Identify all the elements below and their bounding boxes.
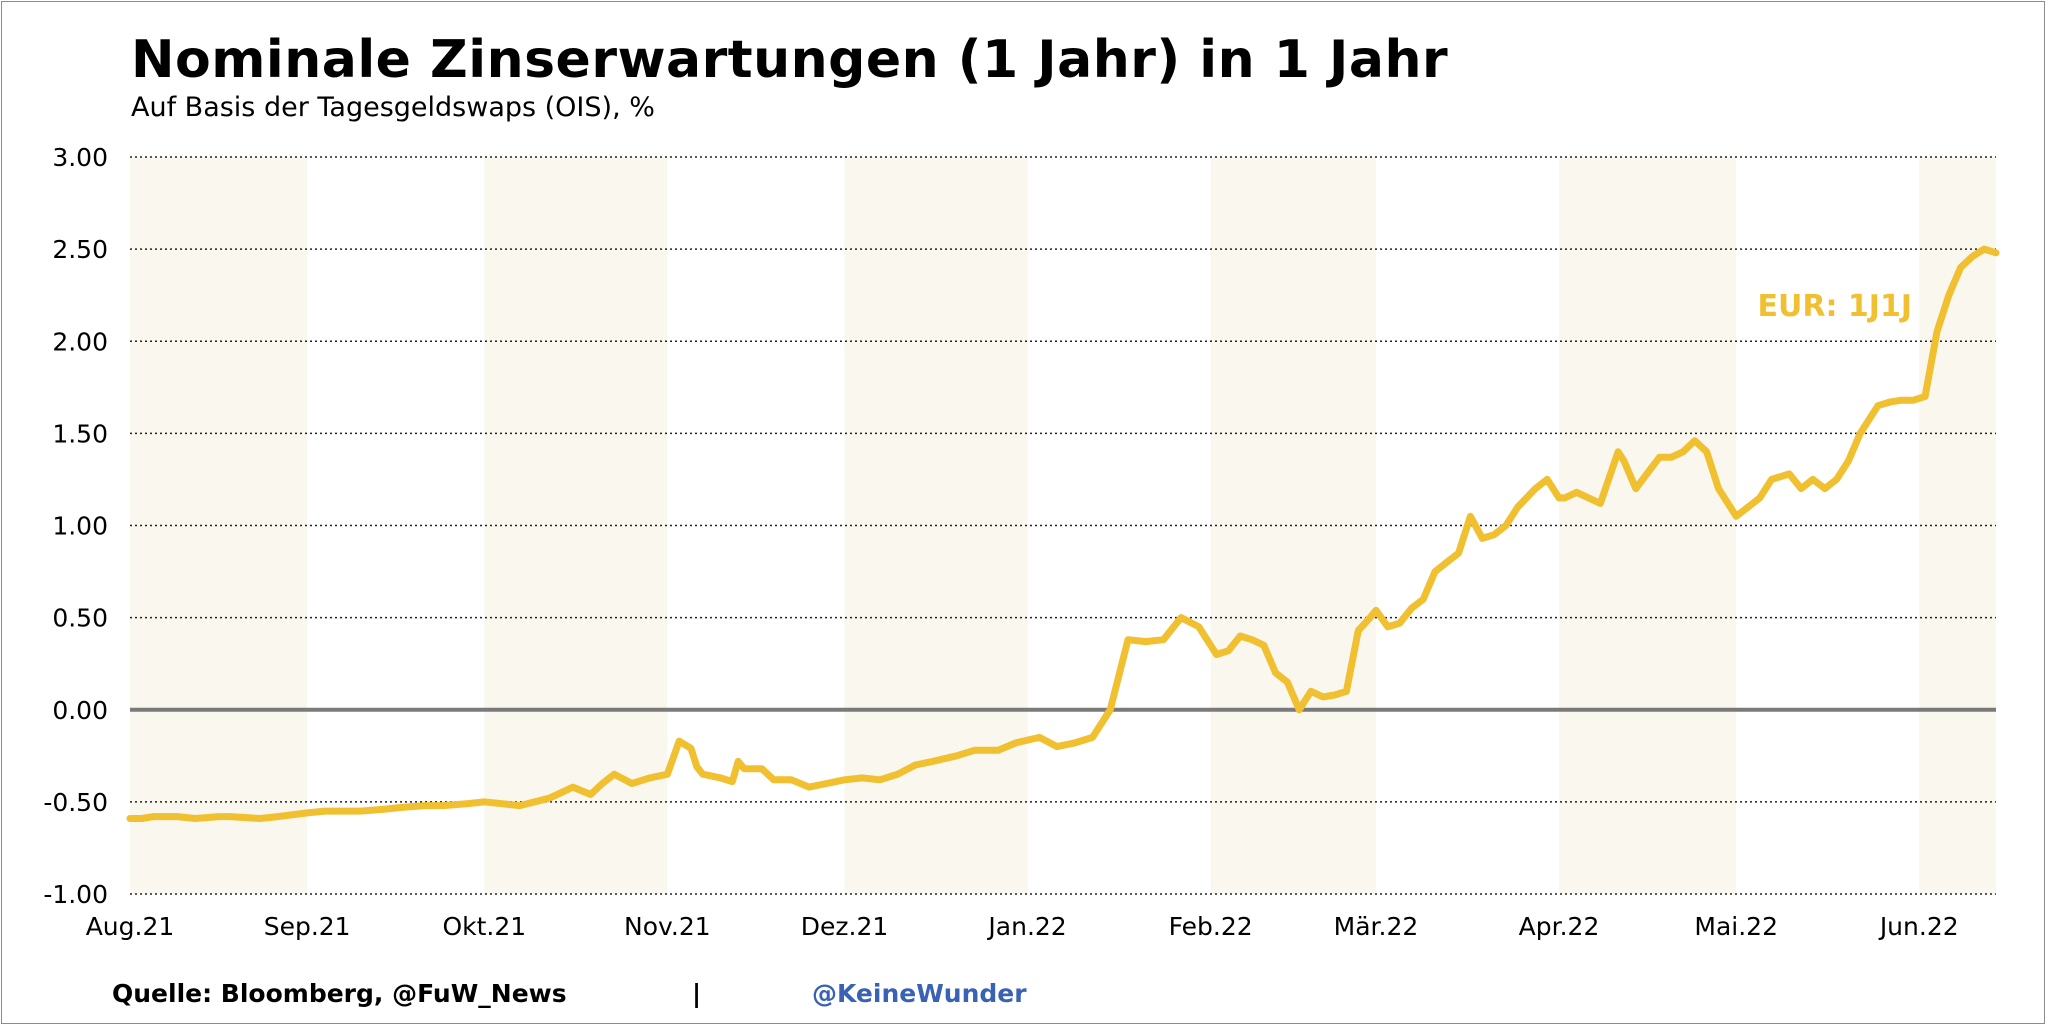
footer-separator: |: [692, 979, 702, 1008]
x-tick-label: Apr.22: [1519, 912, 1600, 941]
author-handle[interactable]: @KeineWunder: [812, 979, 1027, 1008]
x-tick-label: Jun.22: [1878, 912, 1959, 941]
x-tick-label: Aug.21: [86, 912, 175, 941]
y-tick-label: -1.00: [43, 880, 108, 909]
series-layer: [126, 245, 2000, 822]
y-tick-label: 0.50: [52, 604, 108, 633]
month-band: [1210, 157, 1376, 894]
chart-title: Nominale Zinserwartungen (1 Jahr) in 1 J…: [131, 30, 1449, 90]
x-axis-ticks: Aug.21 Sep.21 Okt.21 Nov.21 Dez.21 Jan.22 Feb.…: [86, 912, 1959, 941]
x-tick-label: Sep.21: [264, 912, 351, 941]
x-tick-label: Feb.22: [1169, 912, 1253, 941]
chart-subtitle: Auf Basis der Tagesgeldswaps (OIS), %: [131, 92, 655, 123]
x-tick-label: Dez.21: [801, 912, 889, 941]
x-tick-label: Okt.21: [442, 912, 526, 941]
month-band: [130, 157, 308, 894]
x-tick-label: Mai.22: [1694, 912, 1778, 941]
y-tick-label: 3.00: [52, 143, 108, 172]
x-tick-label: Nov.21: [624, 912, 711, 941]
x-tick-label: Jan.22: [986, 912, 1066, 941]
y-tick-label: 0.00: [52, 696, 108, 725]
y-axis-ticks: 3.00 2.50 2.00 1.50 1.00 0.50 0.00 -0.50 -1.00: [43, 143, 108, 909]
y-tick-label: 2.50: [52, 235, 108, 264]
source-note: Quelle: Bloomberg, @FuW_News: [112, 979, 567, 1008]
y-tick-label: 1.50: [52, 419, 108, 448]
month-bands: [130, 157, 1996, 894]
gridlines: [130, 156, 1996, 895]
series-label: EUR: 1J1J: [1758, 289, 1912, 324]
y-tick-label: 2.00: [52, 327, 108, 356]
y-tick-label: -0.50: [43, 788, 108, 817]
y-tick-label: 1.00: [52, 512, 108, 541]
x-tick-label: Mär.22: [1334, 912, 1419, 941]
